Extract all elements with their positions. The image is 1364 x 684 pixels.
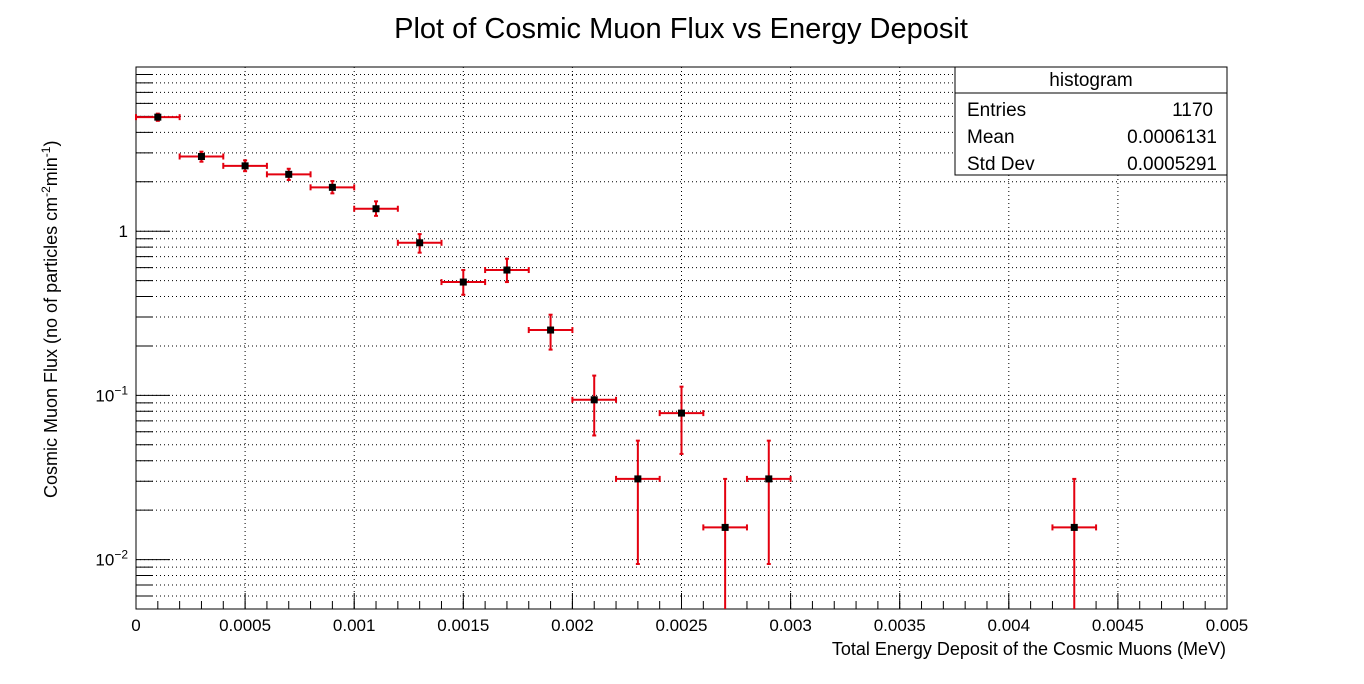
- axis-ticks: 0 0.0005 0.001 0.0015 0.002 0.0025 0.003 0.0035…: [95, 74, 1249, 635]
- stats-stddev-label: Std Dev: [967, 154, 1035, 175]
- data-point: [178, 150, 225, 163]
- data-marker: [634, 475, 642, 483]
- x-tick-label: 0.005: [1206, 616, 1249, 635]
- stats-entries-label: Entries: [967, 100, 1026, 121]
- data-marker: [590, 396, 598, 404]
- x-tick-label: 0.002: [551, 616, 594, 635]
- data-marker: [154, 113, 162, 121]
- y-tick-label: 1: [119, 222, 128, 241]
- data-marker: [765, 475, 773, 483]
- data-point: [745, 439, 792, 565]
- data-point: [353, 200, 399, 217]
- data-marker: [503, 266, 511, 274]
- y-tick-label: 10−1: [95, 383, 128, 405]
- data-point: [396, 233, 443, 254]
- chart-title: Plot of Cosmic Muon Flux vs Energy Depos…: [394, 13, 968, 45]
- data-points: [135, 112, 1098, 609]
- data-marker: [721, 523, 729, 531]
- data-marker: [197, 153, 205, 161]
- data-point: [484, 257, 530, 284]
- x-tick-label: 0.0035: [874, 616, 926, 635]
- data-marker: [678, 409, 685, 417]
- data-point: [222, 159, 268, 173]
- x-axis-label: Total Energy Deposit of the Cosmic Muons…: [832, 639, 1226, 659]
- data-marker: [241, 162, 249, 170]
- data-point: [527, 313, 574, 351]
- y-axis-label: Cosmic Muon Flux (no of particles cm-2mi…: [39, 141, 61, 498]
- data-marker: [547, 326, 555, 334]
- data-point: [135, 112, 181, 122]
- data-point: [571, 374, 618, 437]
- x-tick-label: 0.0015: [437, 616, 489, 635]
- data-point: [265, 167, 312, 182]
- data-marker: [459, 278, 467, 286]
- x-tick-label: 0.004: [988, 616, 1031, 635]
- stats-stddev-value: 0.0005291: [1127, 154, 1217, 175]
- stats-box: histogram Entries 1170 Mean 0.0006131 St…: [954, 66, 1228, 176]
- x-tick-label: 0.003: [769, 616, 812, 635]
- x-tick-label: 0.0005: [219, 616, 271, 635]
- data-point: [658, 385, 705, 455]
- stats-box-title: histogram: [1049, 70, 1132, 91]
- data-point: [702, 477, 748, 609]
- data-marker: [1070, 523, 1078, 531]
- x-tick-label: 0: [131, 616, 140, 635]
- data-marker: [372, 205, 380, 213]
- data-point: [309, 180, 356, 195]
- data-marker: [416, 239, 424, 247]
- x-tick-label: 0.0025: [656, 616, 708, 635]
- data-marker: [285, 170, 293, 178]
- stats-mean-value: 0.0006131: [1127, 127, 1217, 148]
- data-point: [1051, 477, 1098, 609]
- data-point: [615, 439, 661, 565]
- y-tick-label: 10−2: [95, 548, 128, 570]
- stats-mean-label: Mean: [967, 127, 1015, 148]
- stats-entries-value: 1170: [1172, 100, 1213, 121]
- data-marker: [328, 183, 336, 191]
- x-tick-label: 0.0045: [1092, 616, 1144, 635]
- x-tick-label: 0.001: [333, 616, 376, 635]
- data-point: [440, 269, 487, 296]
